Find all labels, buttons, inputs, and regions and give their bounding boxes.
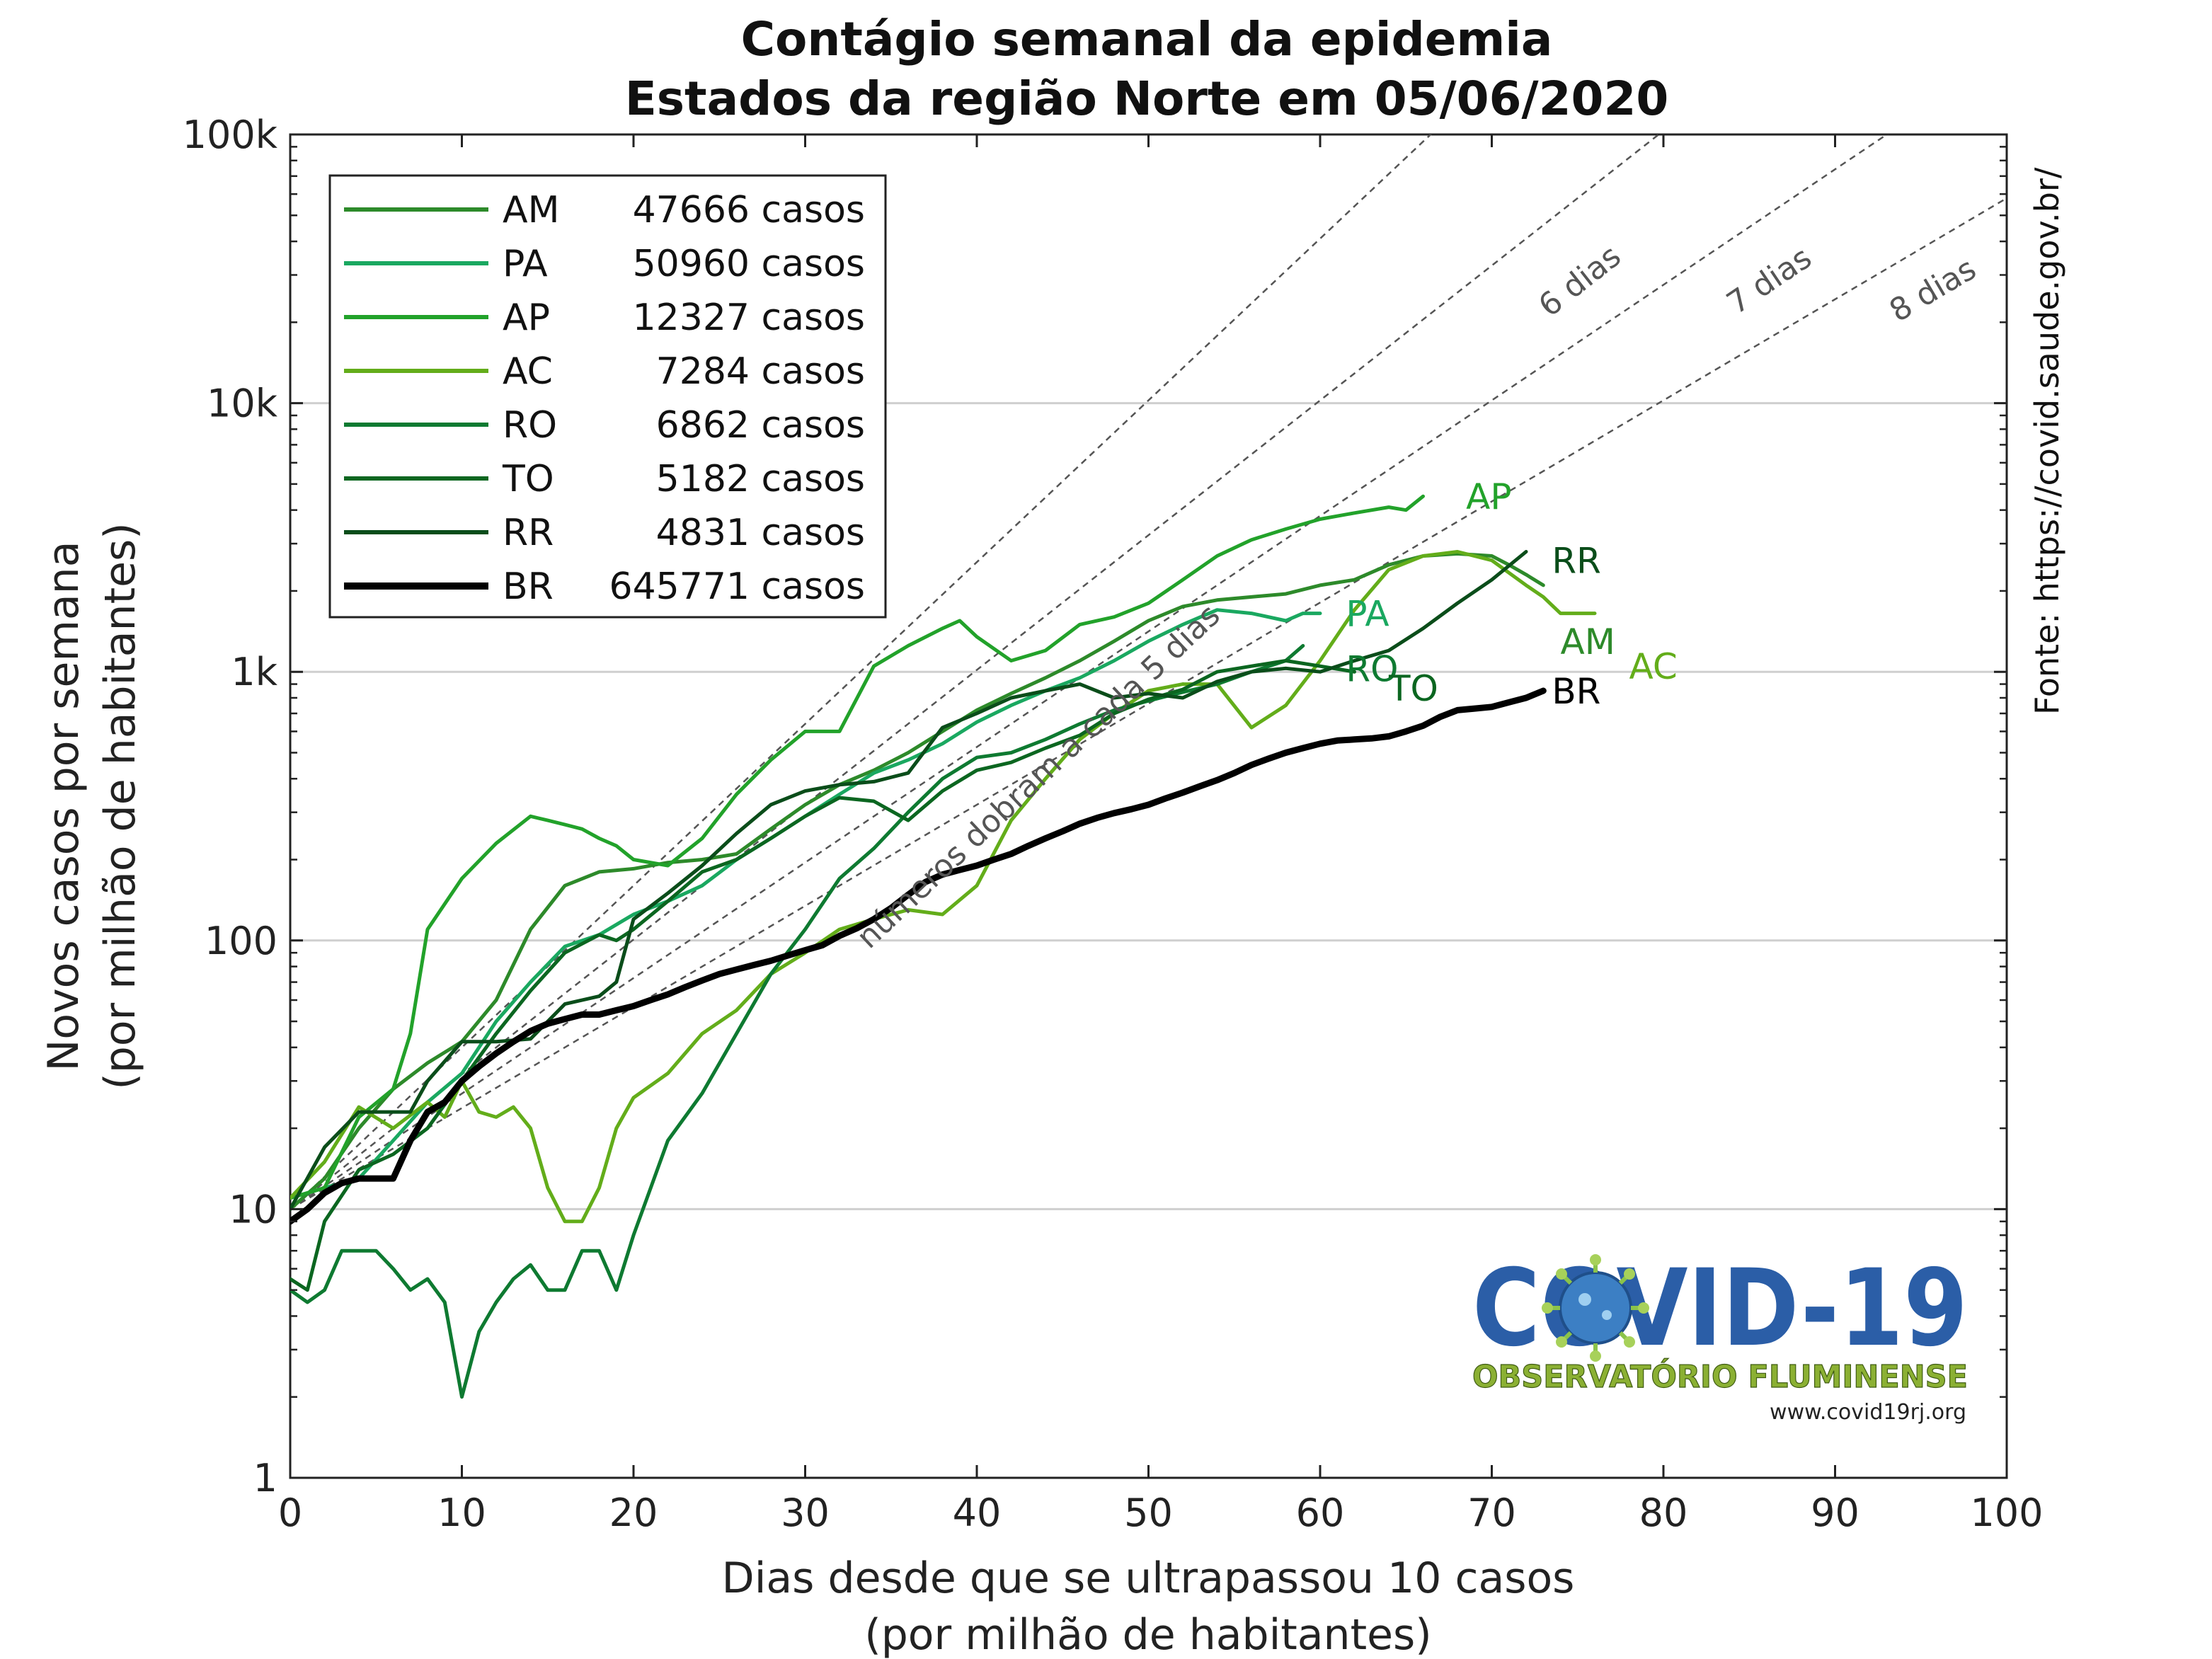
x-tick-label: 50 xyxy=(1124,1491,1173,1535)
x-tick-label: 70 xyxy=(1467,1491,1516,1535)
series-end-label-ro: RO xyxy=(1346,648,1398,689)
legend-count-am: 47666 casos xyxy=(633,189,865,231)
doubling-guide-5-days xyxy=(290,134,1432,1210)
series-line-rr xyxy=(290,550,1528,1211)
x-tick-label: 0 xyxy=(278,1491,302,1535)
x-tick-label: 90 xyxy=(1811,1491,1859,1535)
legend-count-pa: 50960 casos xyxy=(633,243,865,285)
legend-name-ac: AC xyxy=(503,350,553,393)
series-line-br xyxy=(290,687,1547,1225)
doubling-guide-6-days xyxy=(290,134,1661,1210)
legend-count-to: 5182 casos xyxy=(656,458,865,500)
legend-name-ro: RO xyxy=(503,404,557,447)
y-axis-label-line-1: Novos casos por semana xyxy=(39,541,88,1072)
legend-count-ac: 7284 casos xyxy=(656,350,865,393)
x-tick-label: 20 xyxy=(609,1491,658,1535)
series-end-label-ap: AP xyxy=(1466,476,1511,517)
x-tick-label: 10 xyxy=(437,1491,486,1535)
series-end-label-br: BR xyxy=(1552,671,1600,712)
legend-name-to: TO xyxy=(502,458,554,500)
y-axis-label-line-2: (por milhão de habitantes) xyxy=(96,522,145,1089)
legend-count-br: 645771 casos xyxy=(609,566,866,608)
covid19-observatorio-logo: COVID-19 OBSERVATÓRIO FLUMINE xyxy=(1472,1247,1968,1425)
series-line-ap xyxy=(290,494,1425,1200)
y-tick-label: 1k xyxy=(231,650,277,694)
logo-url: www.covid19rj.org xyxy=(1770,1400,1966,1425)
y-tick-label: 10 xyxy=(229,1187,277,1232)
x-tick-label: 40 xyxy=(953,1491,1002,1535)
y-tick-label: 1 xyxy=(253,1456,277,1500)
y-tick-label: 100 xyxy=(205,919,277,963)
legend-count-ro: 6862 casos xyxy=(656,404,865,447)
series-line-am xyxy=(290,551,1545,1211)
series-end-label-to: TO xyxy=(1388,668,1438,709)
source-note: Fonte: https://covid.saude.gov.br/ xyxy=(2028,167,2066,715)
legend-name-am: AM xyxy=(503,189,559,231)
legend-count-ap: 12327 casos xyxy=(633,297,865,339)
legend-name-rr: RR xyxy=(503,512,554,554)
logo-subtitle: OBSERVATÓRIO FLUMINENSE xyxy=(1472,1357,1968,1395)
legend-name-ap: AP xyxy=(503,297,550,339)
chart-title-line-2: Estados da região Norte em 05/06/2020 xyxy=(625,71,1669,126)
y-tick-label: 10k xyxy=(207,381,278,426)
x-tick-label: 30 xyxy=(781,1491,830,1535)
legend-entries: AM 47666 casos PA 50960 casos AP 12327 casos A… xyxy=(344,189,865,608)
virus-icon xyxy=(1542,1254,1649,1362)
x-tick-label: 100 xyxy=(1970,1491,2043,1535)
legend-name-br: BR xyxy=(503,566,554,608)
x-axis-label-line-1: Dias desde que se ultrapassou 10 casos xyxy=(722,1554,1575,1603)
x-axis-label-line-2: (por milhão de habitantes) xyxy=(864,1610,1431,1659)
chart-title-line-1: Contágio semanal da epidemia xyxy=(741,12,1553,67)
axis-ticks: 1 10 100 1k 10k 100k 0 10 20 30 40 50 60 70 80 90 100 xyxy=(183,113,2044,1535)
series-end-label-ac: AC xyxy=(1629,646,1678,687)
series-end-label-rr: RR xyxy=(1552,541,1600,582)
series-line-ro xyxy=(290,643,1305,1399)
legend-box xyxy=(328,174,887,619)
gridlines xyxy=(290,402,2007,1210)
doubling-guide-8-days xyxy=(290,197,2007,1210)
series-end-label-pa: PA xyxy=(1346,594,1389,635)
series-end-label-am: AM xyxy=(1561,621,1615,662)
x-tick-label: 80 xyxy=(1639,1491,1688,1535)
legend-name-pa: PA xyxy=(503,243,548,285)
legend: AM 47666 casos PA 50960 casos AP 12327 casos A… xyxy=(328,174,887,619)
series-line-ac xyxy=(290,550,1597,1224)
x-tick-label: 60 xyxy=(1296,1491,1345,1535)
series-lines xyxy=(290,494,1597,1399)
y-tick-label: 100k xyxy=(183,113,278,157)
legend-count-rr: 4831 casos xyxy=(656,512,865,554)
